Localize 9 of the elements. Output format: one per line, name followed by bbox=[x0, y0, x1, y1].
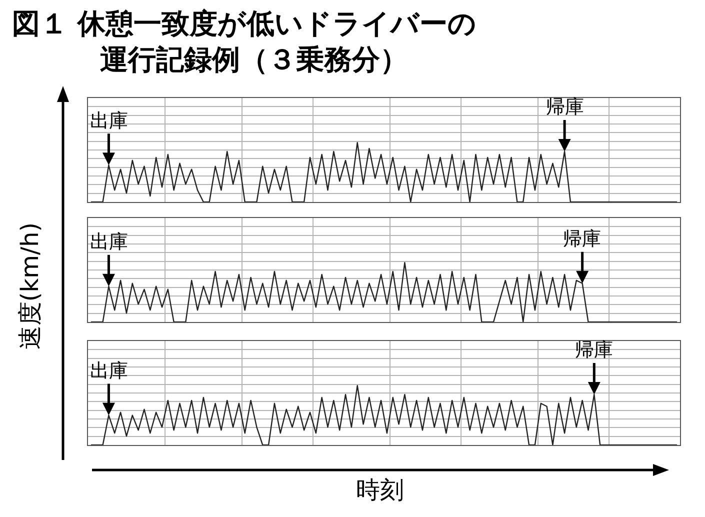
text: 出庫 bbox=[90, 360, 128, 382]
text: 出庫 bbox=[90, 231, 128, 253]
x-axis-title: 時刻 bbox=[355, 475, 405, 506]
text: 帰庫 bbox=[575, 339, 613, 361]
text: 帰庫 bbox=[546, 96, 584, 118]
text: 帰庫 bbox=[563, 228, 601, 250]
y-axis-title: 速度(km/h) bbox=[15, 221, 45, 352]
text: 出庫 bbox=[90, 110, 128, 132]
chart-title: 図１ 休憩一致度が低いドライバーの運行記録例（３乗務分） bbox=[12, 6, 478, 78]
